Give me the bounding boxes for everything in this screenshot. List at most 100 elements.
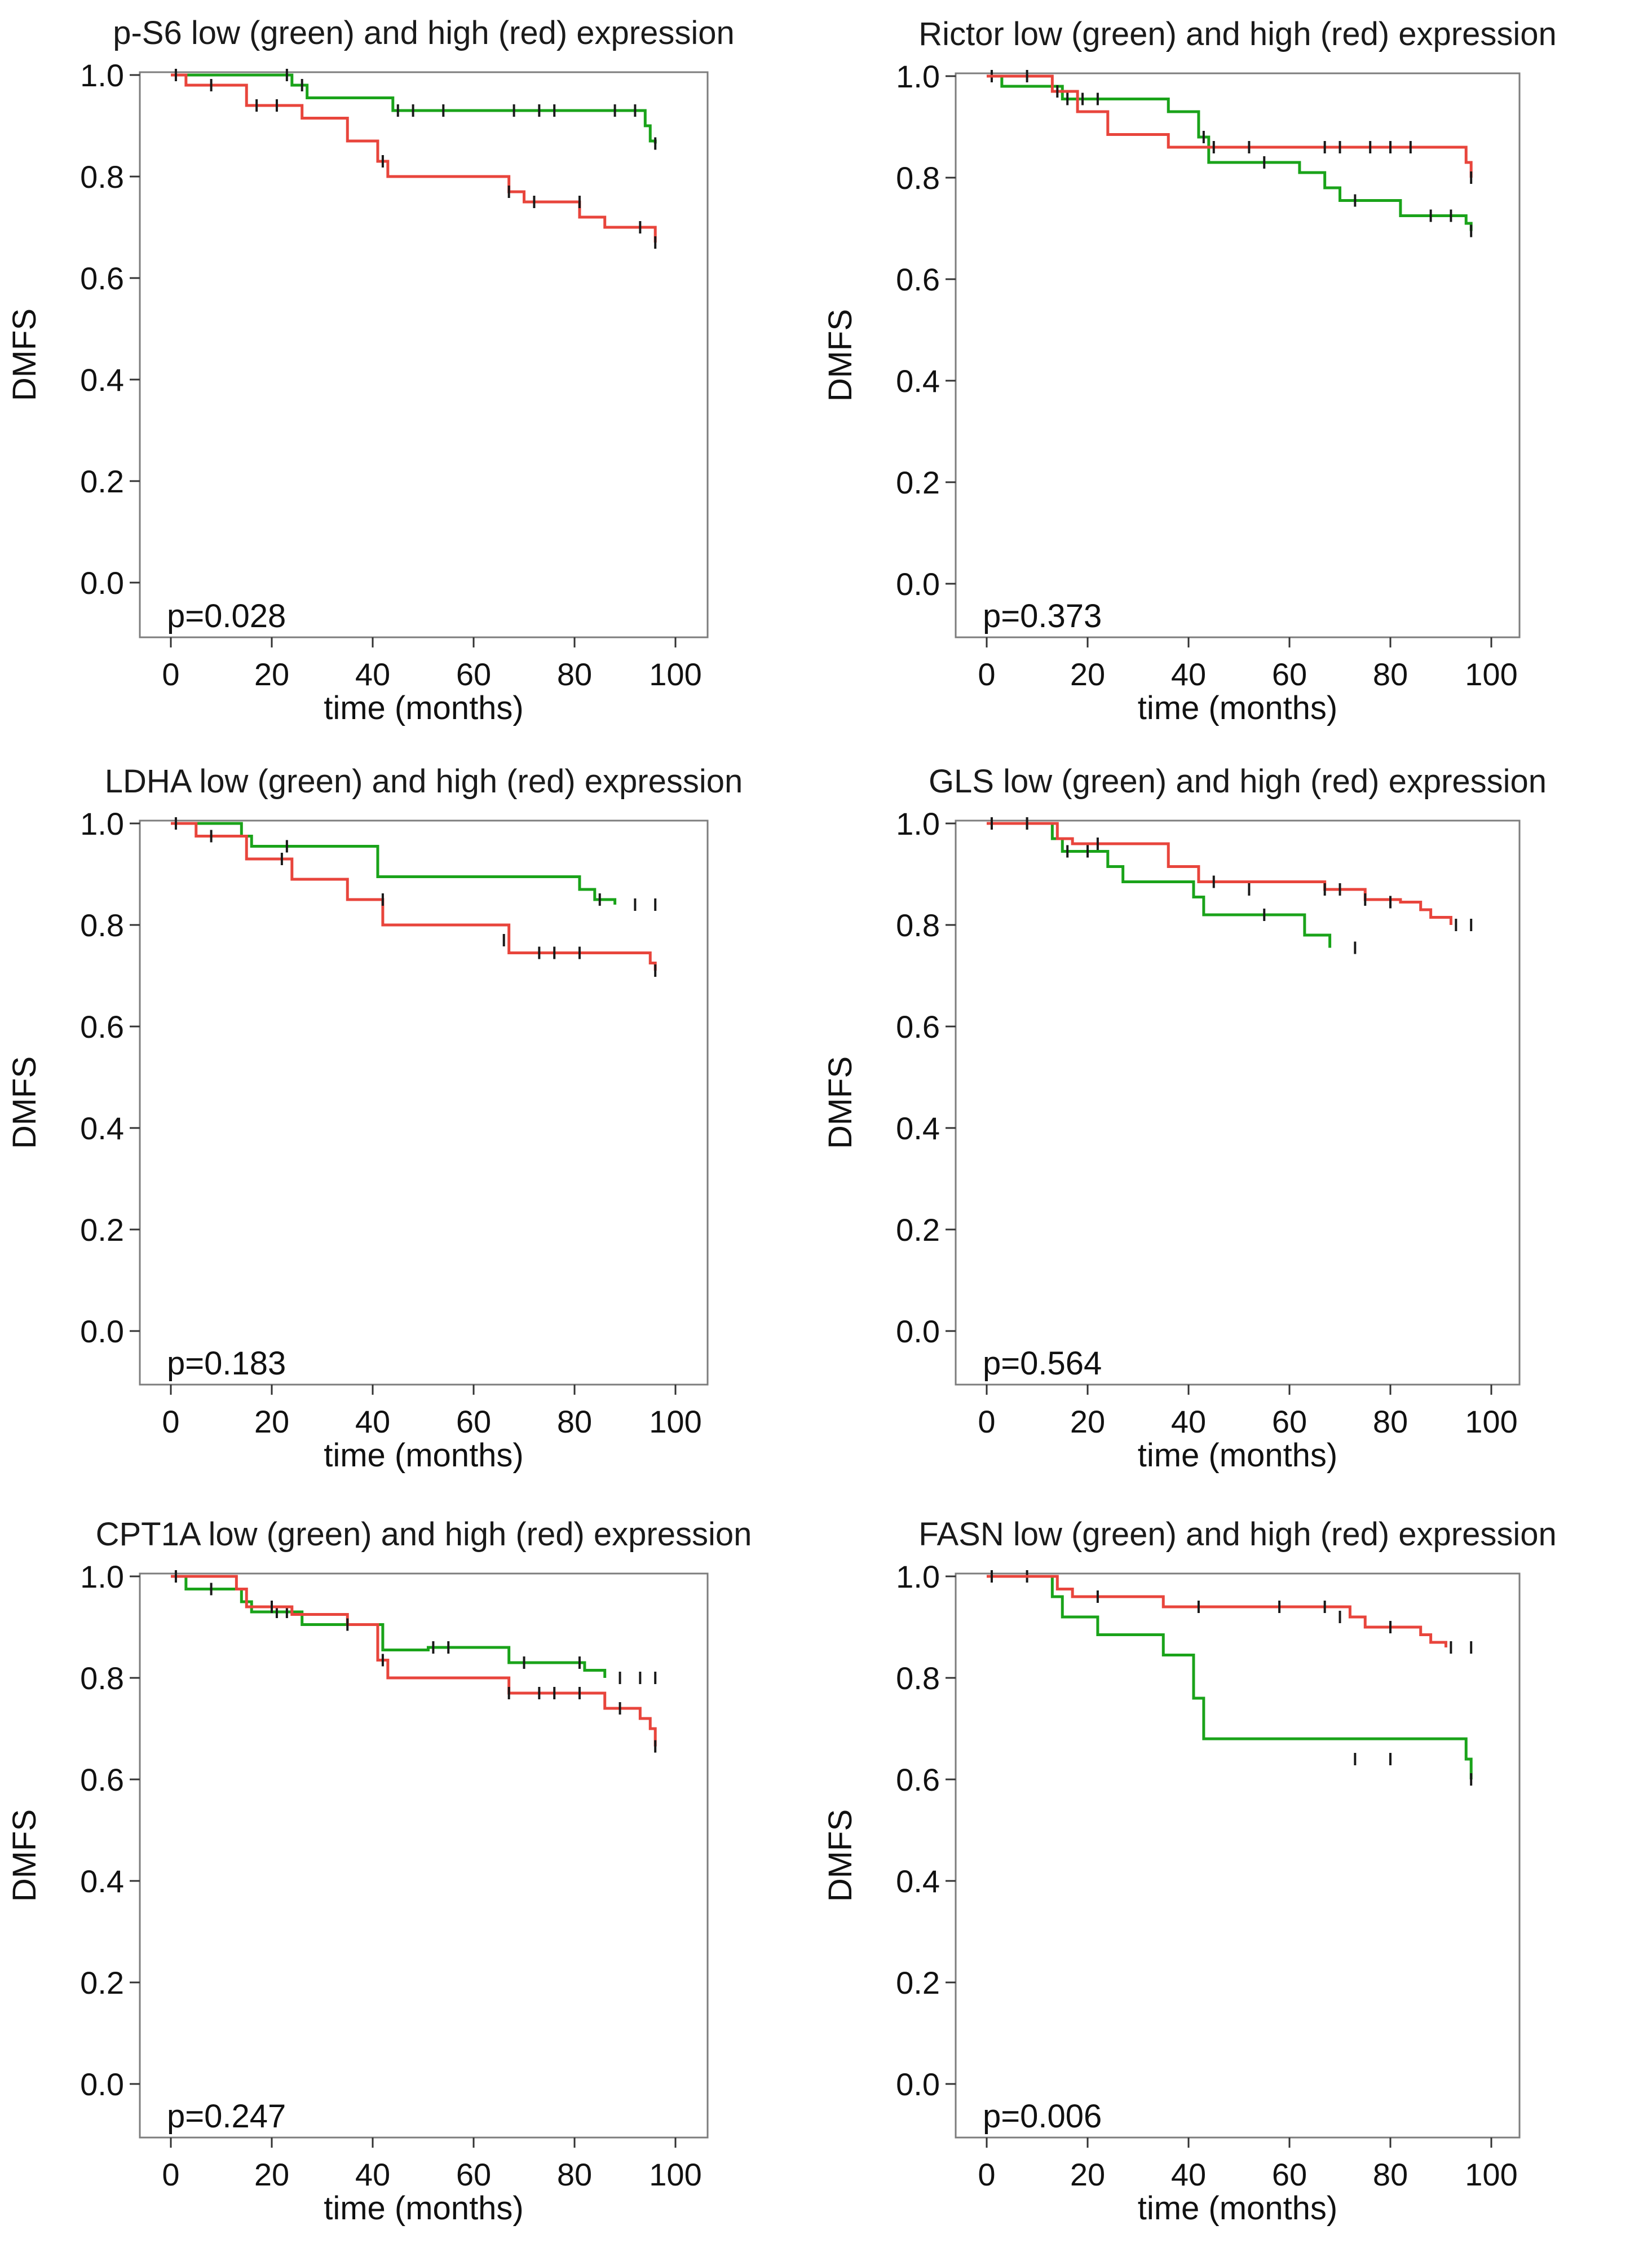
y-tick-label: 0.2 (896, 1965, 940, 2000)
km-panel-5: CPT1A low (green) and high (red) express… (6, 1516, 752, 2227)
x-axis-label: time (months) (324, 690, 524, 726)
y-tick-label: 0.8 (896, 1660, 940, 1696)
x-tick-label: 0 (162, 1404, 179, 1439)
plot-frame (139, 1572, 709, 2139)
x-axis-label: time (months) (324, 1437, 524, 1474)
y-tick-label: 0.8 (80, 1660, 124, 1696)
x-tick-label: 60 (456, 656, 491, 692)
x-axis-label: time (months) (1138, 690, 1338, 726)
y-tick-label: 0.6 (896, 1009, 940, 1045)
y-tick-label: 0.0 (896, 1314, 940, 1349)
x-tick-label: 20 (1070, 2157, 1105, 2192)
x-axis-label: time (months) (1138, 2190, 1338, 2227)
x-tick-label: 100 (1465, 2157, 1517, 2192)
x-tick-label: 100 (1465, 656, 1517, 692)
x-tick-label: 40 (1171, 2157, 1206, 2192)
panel-title: LDHA low (green) and high (red) expressi… (105, 763, 743, 800)
x-tick-label: 60 (1272, 1404, 1307, 1439)
km-panel-4: GLS low (green) and high (red) expressio… (822, 763, 1547, 1474)
km-curve-low-green (987, 1575, 1473, 1779)
p-value-label: p=0.006 (983, 2098, 1102, 2135)
y-tick-label: 0.4 (896, 1863, 940, 1899)
x-tick-label: 60 (1272, 656, 1307, 692)
x-axis-label: time (months) (324, 2190, 524, 2227)
x-tick-label: 20 (254, 656, 289, 692)
km-curve-high-red (987, 822, 1452, 925)
y-tick-label: 0.6 (80, 1009, 124, 1045)
y-axis-label: DMFS (6, 1809, 43, 1902)
km-curve-high-red (171, 822, 657, 971)
x-tick-label: 0 (978, 656, 995, 692)
x-axis-label: time (months) (1138, 1437, 1338, 1474)
y-tick-label: 0.8 (896, 907, 940, 943)
y-tick-label: 0.0 (80, 565, 124, 601)
p-value-label: p=0.564 (983, 1345, 1102, 1382)
x-tick-label: 60 (456, 2157, 491, 2192)
km-curve-high-red (171, 1575, 657, 1747)
x-tick-label: 100 (1465, 1404, 1517, 1439)
plot-frame (139, 819, 709, 1386)
km-curve-low-green (987, 74, 1473, 231)
y-tick-label: 0.2 (80, 464, 124, 499)
x-tick-label: 0 (978, 1404, 995, 1439)
x-tick-label: 80 (1373, 1404, 1408, 1439)
panel-title: Rictor low (green) and high (red) expres… (918, 16, 1557, 52)
y-tick-label: 1.0 (80, 806, 124, 841)
x-tick-label: 60 (456, 1404, 491, 1439)
panel-title: CPT1A low (green) and high (red) express… (96, 1516, 752, 1553)
y-tick-label: 0.4 (80, 362, 124, 398)
y-tick-label: 0.0 (80, 2066, 124, 2102)
y-axis-label: DMFS (822, 309, 859, 402)
panel-title: p-S6 low (green) and high (red) expressi… (113, 15, 735, 51)
x-tick-label: 100 (649, 1404, 701, 1439)
p-value-label: p=0.373 (983, 598, 1102, 634)
y-tick-label: 0.2 (80, 1965, 124, 2000)
plot-frame (955, 819, 1521, 1386)
x-tick-label: 100 (649, 2157, 701, 2192)
p-value-label: p=0.247 (167, 2098, 286, 2135)
y-tick-label: 0.2 (896, 465, 940, 500)
y-axis-label: DMFS (822, 1809, 859, 1902)
x-tick-label: 60 (1272, 2157, 1307, 2192)
x-tick-label: 80 (557, 2157, 592, 2192)
panel-title: GLS low (green) and high (red) expressio… (929, 763, 1547, 800)
y-tick-label: 0.8 (80, 159, 124, 195)
p-value-label: p=0.028 (167, 598, 286, 634)
y-tick-label: 0.4 (80, 1111, 124, 1146)
x-tick-label: 80 (557, 1404, 592, 1439)
km-panel-1: p-S6 low (green) and high (red) expressi… (6, 15, 735, 726)
x-tick-label: 0 (162, 656, 179, 692)
y-tick-label: 0.8 (80, 907, 124, 943)
y-tick-label: 0.6 (896, 262, 940, 297)
y-axis-label: DMFS (6, 1056, 43, 1149)
y-tick-label: 0.4 (896, 363, 940, 399)
y-tick-label: 1.0 (896, 806, 940, 841)
km-panel-2: Rictor low (green) and high (red) expres… (822, 16, 1557, 726)
y-axis-label: DMFS (6, 309, 43, 401)
y-axis-label: DMFS (822, 1056, 859, 1149)
x-tick-label: 40 (1171, 656, 1206, 692)
y-tick-label: 0.8 (896, 160, 940, 196)
y-tick-label: 1.0 (80, 1559, 124, 1594)
y-tick-label: 0.0 (896, 566, 940, 602)
p-value-label: p=0.183 (167, 1345, 286, 1382)
x-tick-label: 0 (162, 2157, 179, 2192)
x-tick-label: 20 (1070, 656, 1105, 692)
x-tick-label: 40 (355, 2157, 390, 2192)
plot-frame (139, 71, 709, 638)
y-tick-label: 1.0 (896, 1559, 940, 1594)
km-curve-high-red (987, 1575, 1447, 1647)
x-tick-label: 40 (355, 656, 390, 692)
x-tick-label: 40 (355, 1404, 390, 1439)
x-tick-label: 20 (1070, 1404, 1105, 1439)
km-curve-low-green (171, 73, 657, 144)
y-tick-label: 0.4 (896, 1111, 940, 1146)
km-curve-high-red (171, 73, 657, 243)
x-tick-label: 20 (254, 1404, 289, 1439)
y-tick-label: 0.2 (896, 1212, 940, 1248)
y-tick-label: 0.6 (896, 1762, 940, 1797)
x-tick-label: 40 (1171, 1404, 1206, 1439)
plot-frame (955, 72, 1521, 638)
panel-title: FASN low (green) and high (red) expressi… (918, 1516, 1557, 1553)
